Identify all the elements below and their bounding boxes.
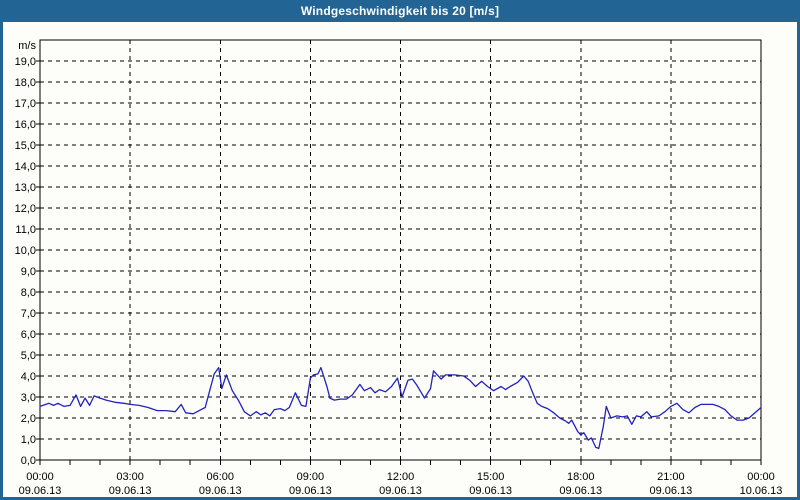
gridlines [40,40,761,460]
svg-text:3,0: 3,0 [21,392,36,404]
x-tick-date: 09.06.13 [469,485,512,497]
x-tick-time: 06:00 [206,471,234,483]
svg-text:4,0: 4,0 [21,371,36,383]
x-tick-time: 15:00 [477,471,505,483]
svg-text:14,0: 14,0 [15,161,36,173]
svg-text:7,0: 7,0 [21,308,36,320]
svg-text:12,0: 12,0 [15,203,36,215]
x-tick-time: 00:00 [747,471,775,483]
x-tick-time: 00:00 [26,471,54,483]
svg-text:6,0: 6,0 [21,329,36,341]
x-tick-time: 09:00 [297,471,325,483]
svg-text:0,0: 0,0 [21,455,36,467]
svg-text:11,0: 11,0 [15,224,36,236]
y-axis-unit-label: m/s [18,40,36,52]
svg-text:19,0: 19,0 [15,56,36,68]
x-tick-date: 09.06.13 [109,485,152,497]
x-tick-date: 09.06.13 [199,485,242,497]
svg-text:5,0: 5,0 [21,350,36,362]
x-tick-time: 21:00 [657,471,685,483]
x-tick-date: 10.06.13 [740,485,783,497]
x-tick-date: 09.06.13 [19,485,62,497]
svg-text:8,0: 8,0 [21,287,36,299]
x-tick-time: 12:00 [387,471,415,483]
svg-text:2,0: 2,0 [21,413,36,425]
x-tick-date: 09.06.13 [649,485,692,497]
svg-text:9,0: 9,0 [21,266,36,278]
svg-text:15,0: 15,0 [15,140,36,152]
chart-title: Windgeschwindigkeit bis 20 [m/s] [300,4,500,18]
x-tick-date: 09.06.13 [289,485,332,497]
x-tick-time: 18:00 [567,471,595,483]
chart-title-bar: Windgeschwindigkeit bis 20 [m/s] [0,0,800,22]
x-axis-labels: 00:00 09.06.13 03:00 09.06.13 06:00 09.06.13 0… [19,471,783,497]
x-tick-date: 09.06.13 [379,485,422,497]
svg-text:10,0: 10,0 [15,245,36,257]
axis-ticks [36,60,762,465]
svg-text:16,0: 16,0 [15,119,36,131]
y-axis-labels: 19,0 18,0 17,0 16,0 15,0 14,0 13,0 12,0 11,0 10,0… [15,40,37,467]
wind-speed-line [39,366,762,450]
svg-text:17,0: 17,0 [15,98,36,110]
x-tick-time: 03:00 [116,471,144,483]
x-tick-date: 09.06.13 [559,485,602,497]
svg-text:18,0: 18,0 [15,77,36,89]
svg-text:13,0: 13,0 [15,182,36,194]
svg-text:1,0: 1,0 [21,434,36,446]
